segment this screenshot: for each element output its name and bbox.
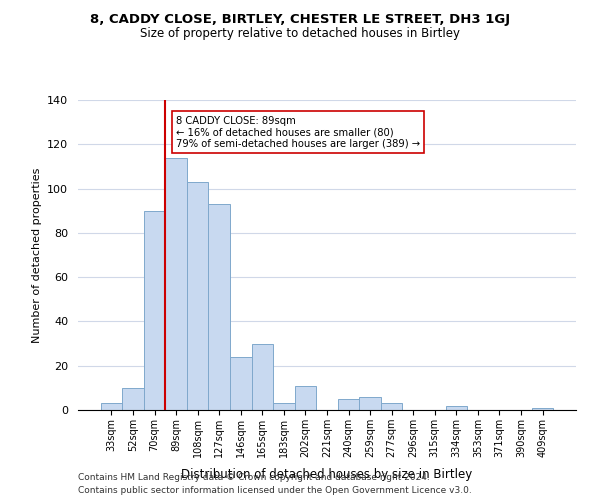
Bar (230, 357, 251, 410)
Bar (101, 404, 122, 410)
Bar (144, 210, 166, 410)
Bar (381, 404, 403, 410)
Bar (338, 399, 359, 410)
Text: Contains HM Land Registry data © Crown copyright and database right 2024.: Contains HM Land Registry data © Crown c… (78, 474, 430, 482)
Bar (122, 388, 144, 410)
Bar (208, 204, 230, 410)
Y-axis label: Number of detached properties: Number of detached properties (32, 168, 41, 342)
Bar (166, 158, 187, 410)
Bar (359, 396, 381, 410)
Text: Size of property relative to detached houses in Birtley: Size of property relative to detached ho… (140, 28, 460, 40)
Bar (295, 386, 316, 410)
Bar (187, 182, 208, 410)
Text: 8, CADDY CLOSE, BIRTLEY, CHESTER LE STREET, DH3 1GJ: 8, CADDY CLOSE, BIRTLEY, CHESTER LE STRE… (90, 12, 510, 26)
Text: Contains public sector information licensed under the Open Government Licence v3: Contains public sector information licen… (78, 486, 472, 495)
Text: 8 CADDY CLOSE: 89sqm
← 16% of detached houses are smaller (80)
79% of semi-detac: 8 CADDY CLOSE: 89sqm ← 16% of detached h… (176, 116, 420, 148)
X-axis label: Distribution of detached houses by size in Birtley: Distribution of detached houses by size … (181, 468, 473, 481)
Bar (251, 344, 273, 410)
Bar (532, 408, 553, 410)
Bar (446, 406, 467, 410)
Bar (273, 404, 295, 410)
